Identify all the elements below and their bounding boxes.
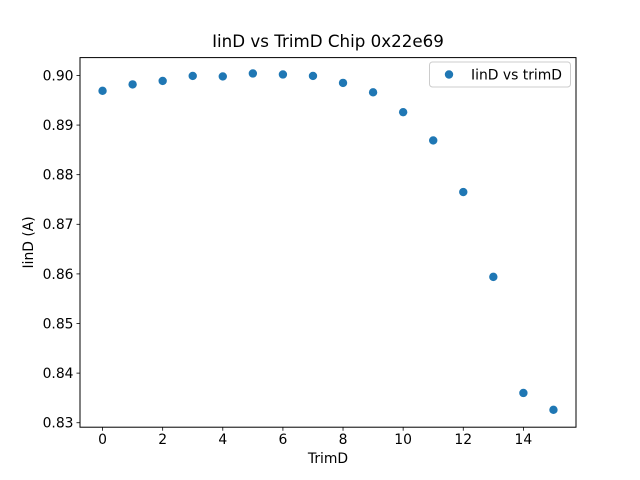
y-tick-label: 0.89 (43, 118, 74, 134)
scatter-point (128, 80, 137, 89)
scatter-point (98, 86, 107, 96)
plot-area-border (79, 57, 577, 428)
scatter-point (549, 405, 558, 415)
x-tick-label: 8 (339, 432, 348, 448)
x-tick-label: 0 (98, 432, 107, 448)
legend-marker-icon (444, 70, 454, 79)
x-tick-label: 2 (158, 432, 167, 448)
scatter-point (489, 272, 498, 282)
scatter-points (98, 69, 558, 415)
y-tick-label: 0.87 (43, 217, 74, 233)
scatter-point (459, 187, 468, 197)
x-tick-label: 4 (218, 432, 227, 448)
scatter-point (218, 72, 227, 81)
legend-label: IinD vs trimD (471, 67, 562, 83)
scatter-point (368, 88, 378, 97)
legend-frame (429, 61, 571, 88)
scatter-point (188, 71, 197, 81)
x-tick-label: 10 (394, 432, 412, 448)
scatter-point (519, 388, 528, 398)
scatter-point (278, 70, 288, 79)
scatter-point (398, 107, 408, 117)
y-tick-label: 0.86 (43, 267, 74, 283)
y-axis-ticks: 0.83 0.84 0.85 0.86 0.87 0.88 0.89 0.90 (43, 68, 80, 432)
x-axis-label: TrimD (307, 451, 348, 467)
y-tick-label: 0.85 (43, 316, 74, 332)
y-tick-label: 0.88 (43, 168, 74, 184)
scatter-point (158, 76, 167, 86)
y-tick-label: 0.84 (43, 366, 74, 382)
y-tick-label: 0.90 (43, 68, 74, 84)
y-axis-label: IinD (A) (21, 216, 37, 268)
x-tick-label: 6 (278, 432, 287, 448)
scatter-point (248, 69, 258, 78)
x-tick-label: 12 (454, 432, 472, 448)
scatter-point (429, 136, 438, 145)
chart-title: IinD vs TrimD Chip 0x22e69 (212, 31, 444, 51)
y-tick-label: 0.83 (43, 416, 74, 432)
scatter-point (338, 78, 348, 88)
legend: IinD vs trimD (429, 61, 571, 88)
x-axis-ticks: 0 2 4 6 8 10 12 14 (98, 427, 532, 448)
scatter-point (308, 71, 318, 81)
x-tick-label: 14 (515, 432, 533, 448)
